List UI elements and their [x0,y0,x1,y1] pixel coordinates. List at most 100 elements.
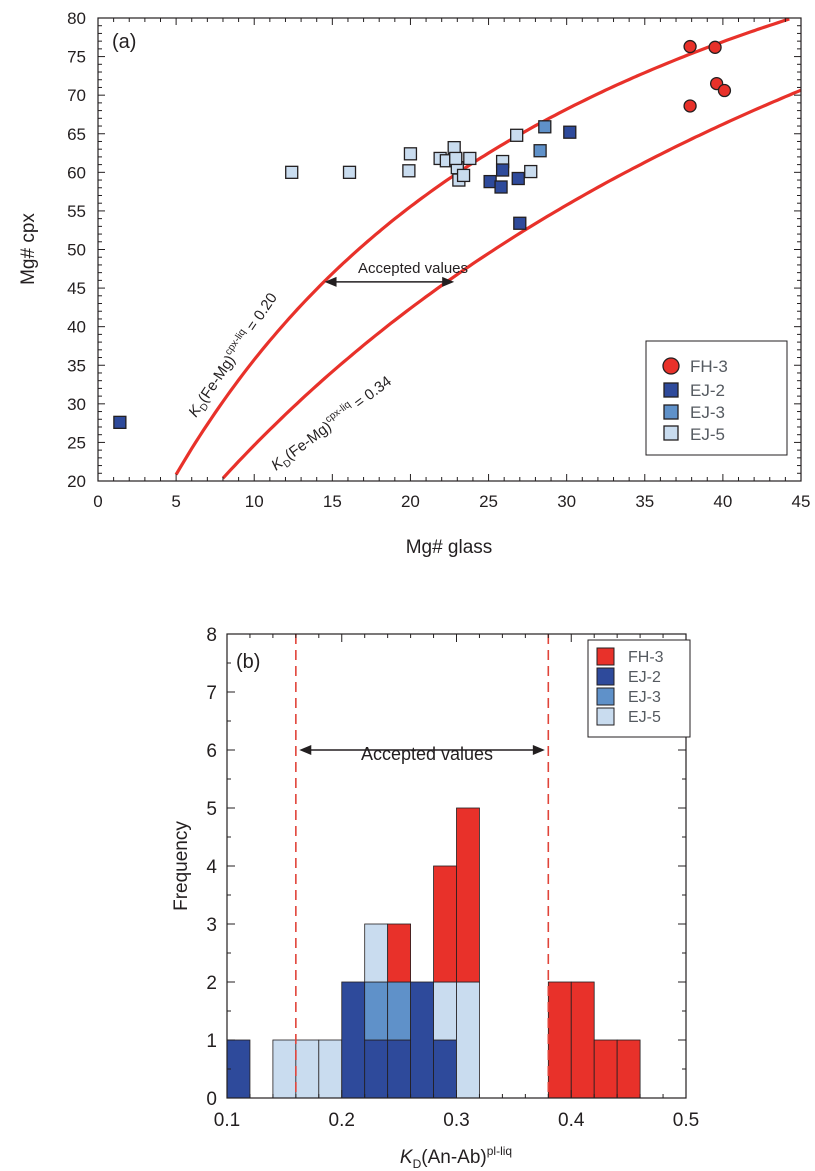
bar-ej-5-0.28 [433,981,457,1041]
y-tick-label-a: 80 [67,9,86,28]
y-tick-label-b: 1 [206,1031,217,1052]
point-ej-5 [402,164,416,178]
bar-ej-5-0.18 [318,1039,343,1099]
legend-label-fh3-b: FH-3 [628,649,664,666]
curve-label-kd-020-value: = 0.20 [241,290,281,338]
curve-label-kd-034: KD(Fe-Mg)cpx-liq = 0.34 [267,371,397,476]
y-tick-label-b: 5 [206,799,217,820]
x-tick-label-b: 0.4 [558,1110,585,1131]
legend-swatch-ej5-b [596,707,615,726]
arrowhead-left-a [324,276,337,287]
panel-label-b: (b) [236,651,260,673]
point-ej-2 [494,180,508,194]
bar-fh-3-0.28 [433,865,457,983]
x-axis-label-b-sup: pl-liq [487,1144,512,1158]
y-tick-label-a: 35 [67,356,86,375]
y-tick-label-a: 30 [67,395,86,414]
accepted-values-annotation-b: Accepted values [299,744,545,764]
x-tick-label-b: 0.1 [214,1110,240,1131]
legend-swatch-ej3-b [596,687,615,706]
point-fh-3 [683,39,697,54]
legend-label-ej5-b: EJ-5 [628,709,661,726]
accepted-values-annotation-a: Accepted values [324,260,468,287]
bar-ej-2-0.2 [341,981,366,1099]
x-axis-label-b-main: (An-Ab) [421,1147,486,1168]
scatter-points [113,39,732,430]
curve-label-kd-020: KD(Fe-Mg)cpx-liq = 0.20 [184,289,284,422]
point-ej-2 [495,163,510,177]
y-axis-label-b: Frequency [171,821,192,911]
legend-marker-ej5-a [663,425,679,441]
point-ej-3 [538,120,552,134]
curve-label-kd-034-main: (Fe-Mg) [282,418,335,464]
point-ej-2 [113,415,127,430]
x-tick-label-a: 30 [557,492,576,511]
x-tick-label-a: 20 [401,492,420,511]
legend-swatch-ej2-b [596,667,615,686]
point-ej-5 [463,151,477,166]
point-fh-3 [708,40,722,54]
y-tick-label-a: 50 [67,241,86,260]
arrowhead-left-b [299,745,312,755]
bar-fh-3-0.4 [570,981,595,1099]
bar-fh-3-0.24 [387,923,411,983]
x-axis-label-a: Mg# glass [406,537,493,558]
scatter-panel-a: 0 5 10 15 20 25 30 35 40 45 20 25 30 35 40 45 50 55 60 65 70… [18,9,810,558]
arrowhead-right-b [532,745,545,755]
point-ej-2 [563,125,577,139]
y-tick-label-a: 75 [67,48,86,67]
y-axis-label-a: Mg# cpx [18,213,39,285]
y-tick-label-a: 65 [67,125,86,144]
y-tick-label-b: 8 [206,625,217,646]
y-tick-label-b: 2 [206,973,217,994]
legend-a: FH-3 EJ-2 EJ-3 EJ-5 [645,340,788,456]
point-ej-2 [511,171,525,186]
y-tick-label-a: 40 [67,318,86,337]
axis-ticks-b: 0.1 0.2 0.3 0.4 0.5 0 1 2 3 4 5 6 7 8 [206,625,699,1131]
legend-label-ej2-b: EJ-2 [628,669,661,686]
histogram-bars [226,807,641,1099]
legend-label-ej5-a: EJ-5 [690,425,725,444]
x-tick-label-a: 5 [171,492,180,511]
histogram-panel-b: 0.1 0.2 0.3 0.4 0.5 0 1 2 3 4 5 6 7 8 (b) KD(An-Ab)pl… [171,625,699,1171]
accepted-values-label-b: Accepted values [361,744,493,764]
point-ej-5 [524,164,538,179]
panel-label-a: (a) [112,31,136,53]
x-tick-label-a: 35 [635,492,654,511]
bar-ej-5-0.22 [364,923,389,983]
x-tick-label-a: 45 [792,492,811,511]
y-tick-label-a: 20 [67,472,86,491]
y-tick-label-a: 45 [67,279,86,298]
legend-b: FH-3 EJ-2 EJ-3 EJ-5 [587,639,691,738]
bar-ej-2-0.26 [410,981,434,1099]
legend-label-ej3-b: EJ-3 [628,689,661,706]
y-tick-label-a: 60 [67,163,86,182]
legend-swatch-fh3-b [596,647,615,666]
point-fh-3 [717,83,732,98]
bar-fh-3-0.38 [547,981,572,1099]
point-ej-5 [403,147,418,161]
legend-marker-ej2-a [663,382,679,398]
point-ej-5 [285,165,299,179]
point-ej-5 [456,168,471,183]
curve-label-kd-034-value: = 0.34 [348,373,395,414]
y-tick-label-b: 7 [206,683,217,704]
bar-fh-3-0.44 [616,1039,641,1099]
bar-fh-3-0.3 [456,807,480,983]
bar-ej-2-0.28 [433,1039,457,1099]
legend-label-ej2-a: EJ-2 [690,381,725,400]
bar-ej-5-0.14 [272,1039,297,1099]
bar-ej-2-0.24 [387,1039,411,1099]
curve-label-kd-020-main: (Fe-Mg) [195,352,239,406]
point-ej-2 [513,216,527,230]
x-tick-label-b: 0.2 [329,1110,355,1131]
y-tick-label-b: 3 [206,915,217,936]
bar-ej-5-0.16 [295,1039,320,1099]
x-tick-label-a: 25 [479,492,498,511]
legend-label-ej3-a: EJ-3 [690,403,725,422]
x-axis-label-b: KD(An-Ab)pl-liq [400,1144,512,1171]
legend-marker-ej3-a [663,404,679,420]
kd-curve-2 [221,88,802,480]
point-ej-3 [533,144,547,158]
